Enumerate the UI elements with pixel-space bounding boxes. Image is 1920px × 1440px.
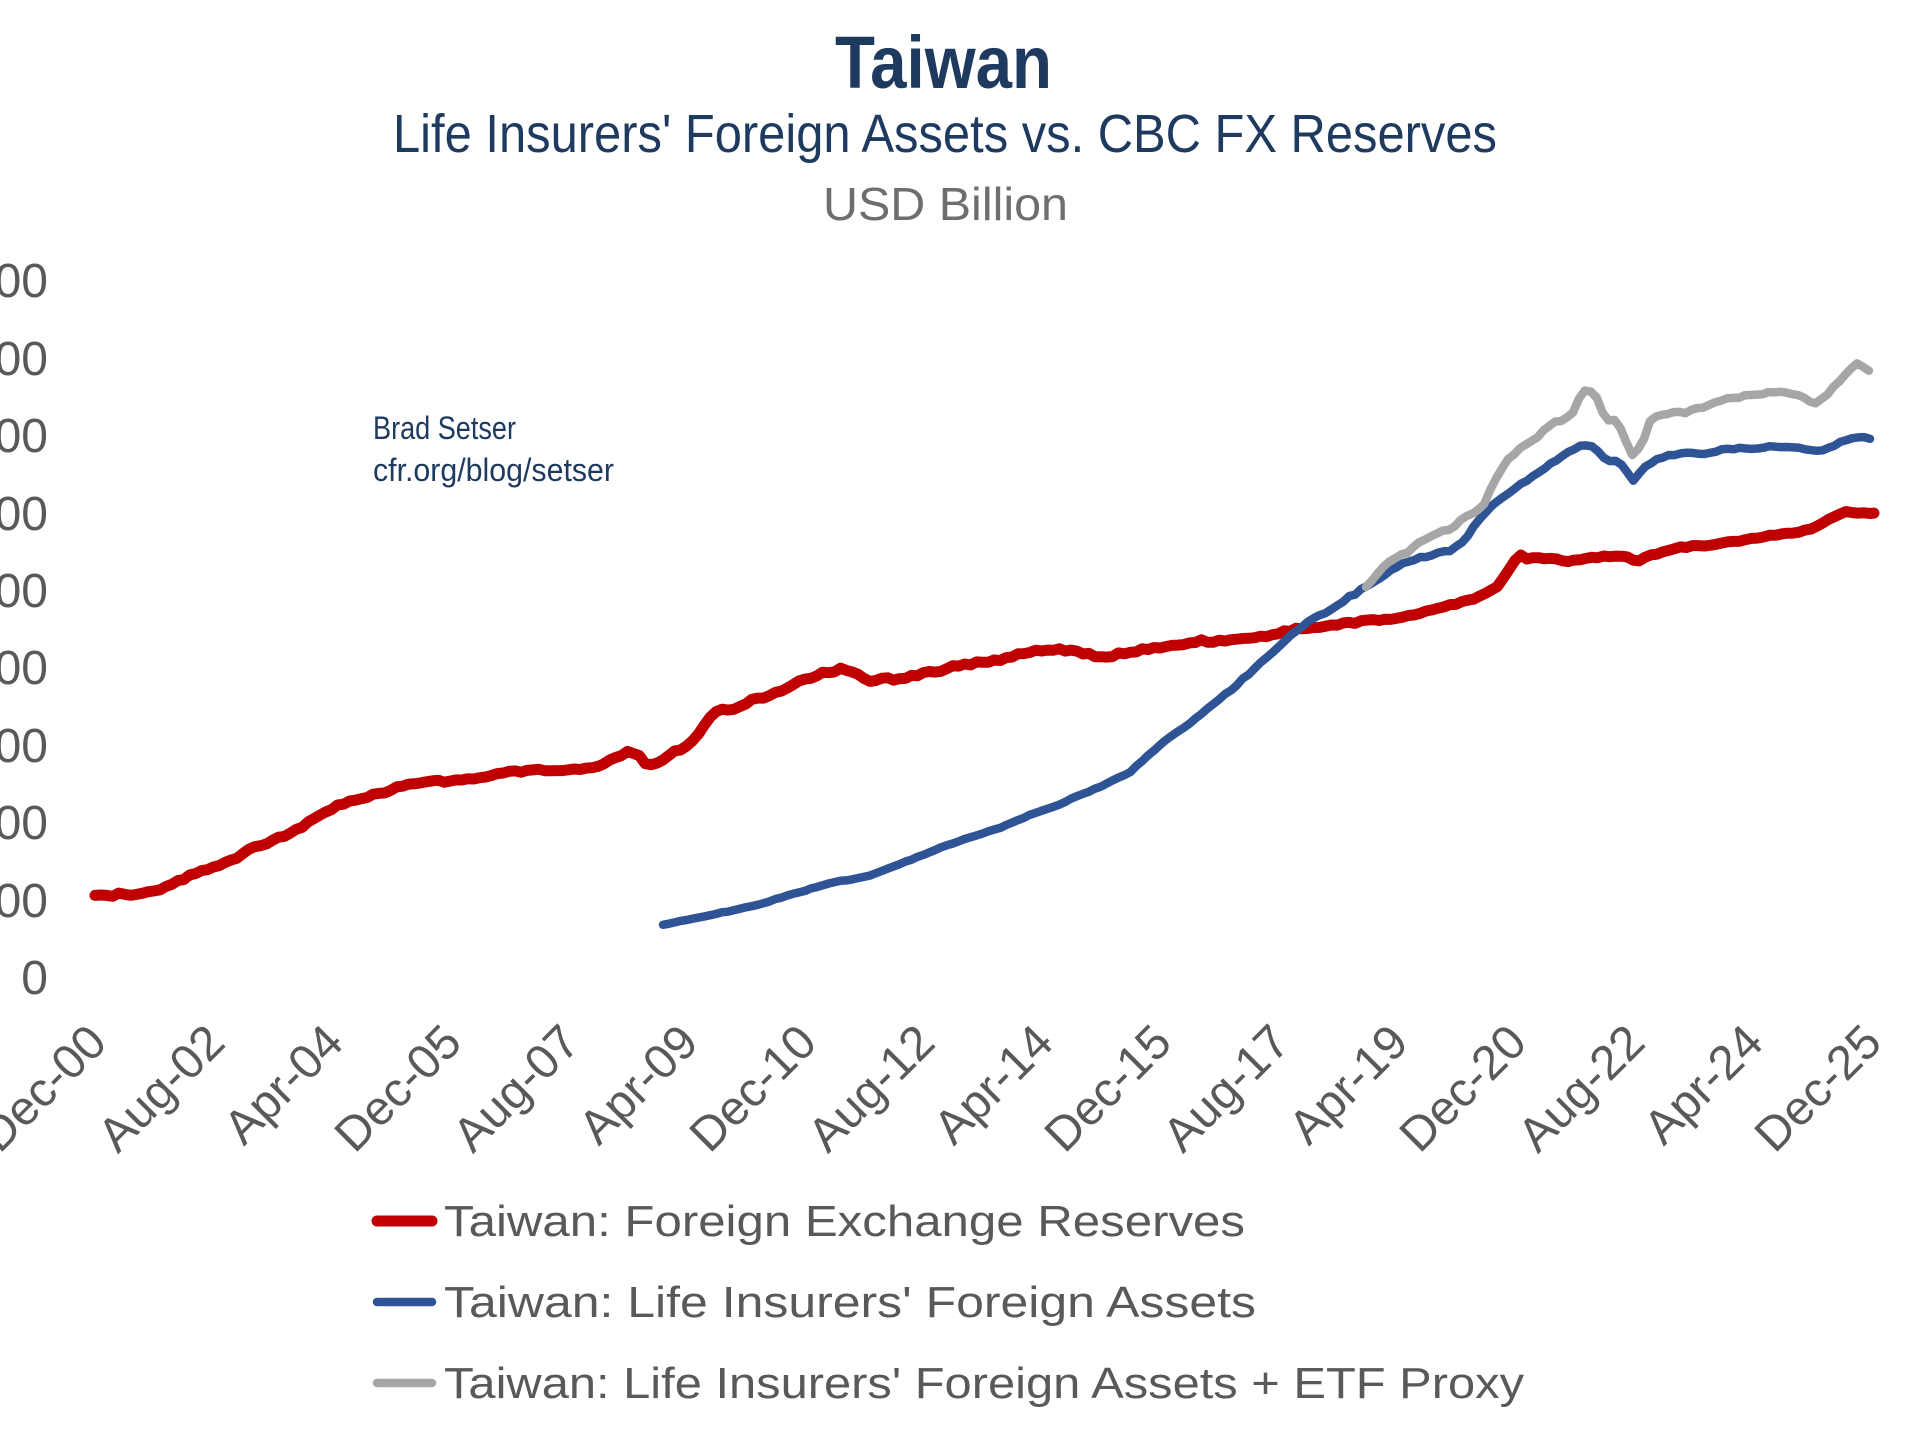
svg-text:Taiwan: Life Insurers' Foreign: Taiwan: Life Insurers' Foreign Assets <box>444 1278 1256 1327</box>
svg-text:200: 200 <box>0 797 48 850</box>
svg-text:600: 600 <box>0 488 48 541</box>
svg-text:100: 100 <box>0 875 48 928</box>
svg-text:400: 400 <box>0 642 48 695</box>
svg-text:Taiwan: Taiwan <box>835 21 1052 104</box>
svg-text:0: 0 <box>21 952 48 1005</box>
svg-text:Brad Setser: Brad Setser <box>373 410 516 446</box>
svg-text:300: 300 <box>0 720 48 773</box>
svg-text:USD Billion: USD Billion <box>823 178 1068 230</box>
svg-text:Taiwan: Life Insurers' Foreign: Taiwan: Life Insurers' Foreign Assets + … <box>444 1359 1524 1408</box>
svg-text:800: 800 <box>0 333 48 386</box>
svg-text:cfr.org/blog/setser: cfr.org/blog/setser <box>373 452 614 488</box>
svg-text:700: 700 <box>0 410 48 463</box>
svg-text:500: 500 <box>0 565 48 618</box>
svg-text:Taiwan: Foreign Exchange Reser: Taiwan: Foreign Exchange Reserves <box>444 1197 1245 1246</box>
svg-text:Life Insurers' Foreign Assets: Life Insurers' Foreign Assets vs. CBC FX… <box>393 104 1497 164</box>
svg-text:900: 900 <box>0 255 48 308</box>
